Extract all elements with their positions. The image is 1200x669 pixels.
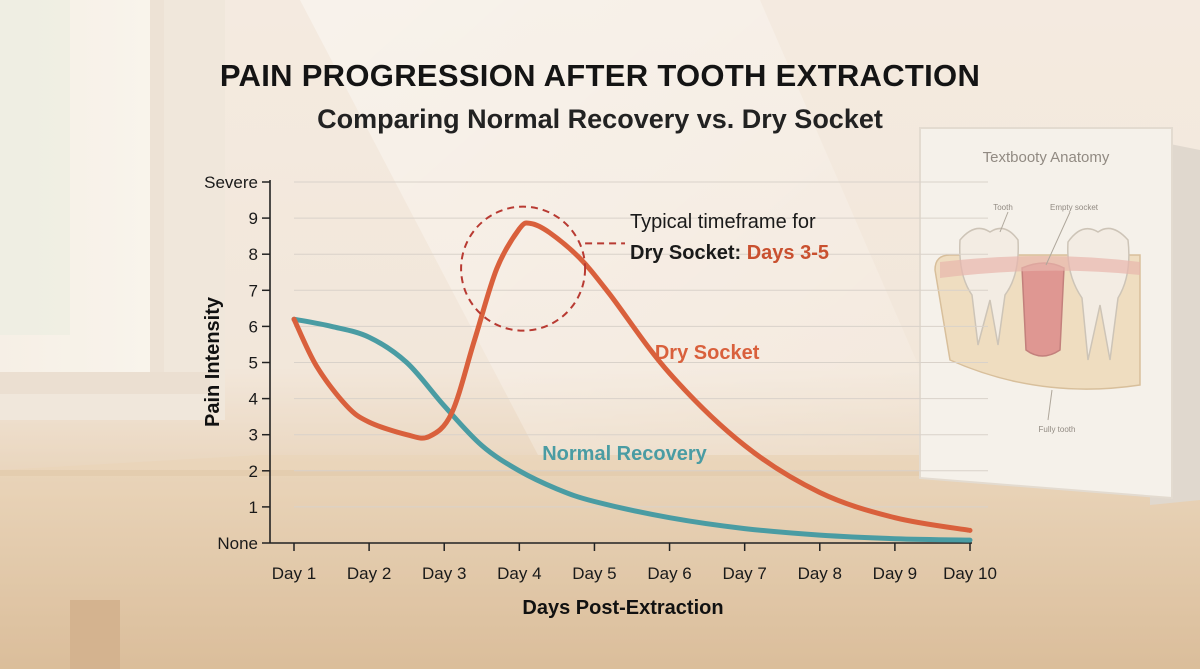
- chart-subtitle: Comparing Normal Recovery vs. Dry Socket: [317, 104, 883, 134]
- series-lines: Normal Recovery Dry Socket: [291, 220, 973, 543]
- annotation-prefix: Dry Socket:: [630, 242, 747, 264]
- dry-socket-label: Dry Socket: [655, 342, 760, 364]
- x-tick-label: Day 2: [347, 564, 391, 583]
- x-tick-label: Day 3: [422, 564, 466, 583]
- y-tick-label: 8: [249, 245, 258, 264]
- y-tick-label: None: [217, 534, 258, 553]
- x-tick-label: Day 1: [272, 564, 316, 583]
- x-tick-label: Day 10: [943, 564, 997, 583]
- x-tick-label: Day 5: [572, 564, 616, 583]
- dry-socket-line: [291, 220, 973, 533]
- textbook-label-tooth: Tooth: [993, 203, 1013, 212]
- y-tick-label: 6: [249, 317, 258, 336]
- y-tick-label: 7: [249, 281, 258, 300]
- textbook-label-fully-tooth: Fully tooth: [1039, 425, 1076, 434]
- textbook-label-empty-socket: Empty socket: [1050, 203, 1099, 212]
- x-axis-label: Days Post-Extraction: [522, 597, 723, 619]
- highlight-circle: [460, 205, 587, 332]
- y-tick-label: 1: [249, 498, 258, 517]
- y-axis-ticks: None 1 2 3 4 5 6 7 8 9 Severe: [204, 173, 270, 553]
- dry-socket-annotation: Typical timeframe for Dry Socket: Days 3-…: [460, 205, 829, 332]
- chart-title: PAIN PROGRESSION AFTER TOOTH EXTRACTION: [219, 58, 981, 93]
- x-tick-label: Day 4: [497, 564, 541, 583]
- x-tick-label: Day 8: [798, 564, 842, 583]
- x-tick-label: Day 7: [722, 564, 766, 583]
- y-tick-label: 2: [249, 462, 258, 481]
- annotation-line-1: Typical timeframe for: [630, 211, 816, 233]
- chart-axes: [269, 180, 972, 544]
- textbook-title: Textbooty Anatomy: [983, 149, 1110, 166]
- y-axis-label: Pain Intensity: [202, 296, 224, 427]
- annotation-highlight: Days 3-5: [747, 242, 829, 264]
- y-tick-label: 3: [249, 426, 258, 445]
- y-tick-label: 9: [249, 209, 258, 228]
- y-tick-label: 5: [249, 354, 258, 373]
- y-tick-label: Severe: [204, 173, 258, 192]
- window: [0, 0, 225, 420]
- x-tick-label: Day 6: [647, 564, 691, 583]
- x-axis-ticks: Day 1 Day 2 Day 3 Day 4 Day 5 Day 6 Day 7 Day 8…: [272, 543, 997, 583]
- normal-recovery-label: Normal Recovery: [542, 443, 707, 465]
- y-tick-label: 4: [249, 390, 258, 409]
- annotation-line-2: Dry Socket: Days 3-5: [630, 242, 829, 264]
- normal-recovery-line: [291, 316, 973, 543]
- tooth-illustration: [934, 211, 1141, 421]
- anatomy-textbook: Textbooty Anatomy Tooth Empty socket Ful…: [919, 127, 1200, 505]
- table: [0, 455, 1200, 669]
- x-tick-label: Day 9: [873, 564, 917, 583]
